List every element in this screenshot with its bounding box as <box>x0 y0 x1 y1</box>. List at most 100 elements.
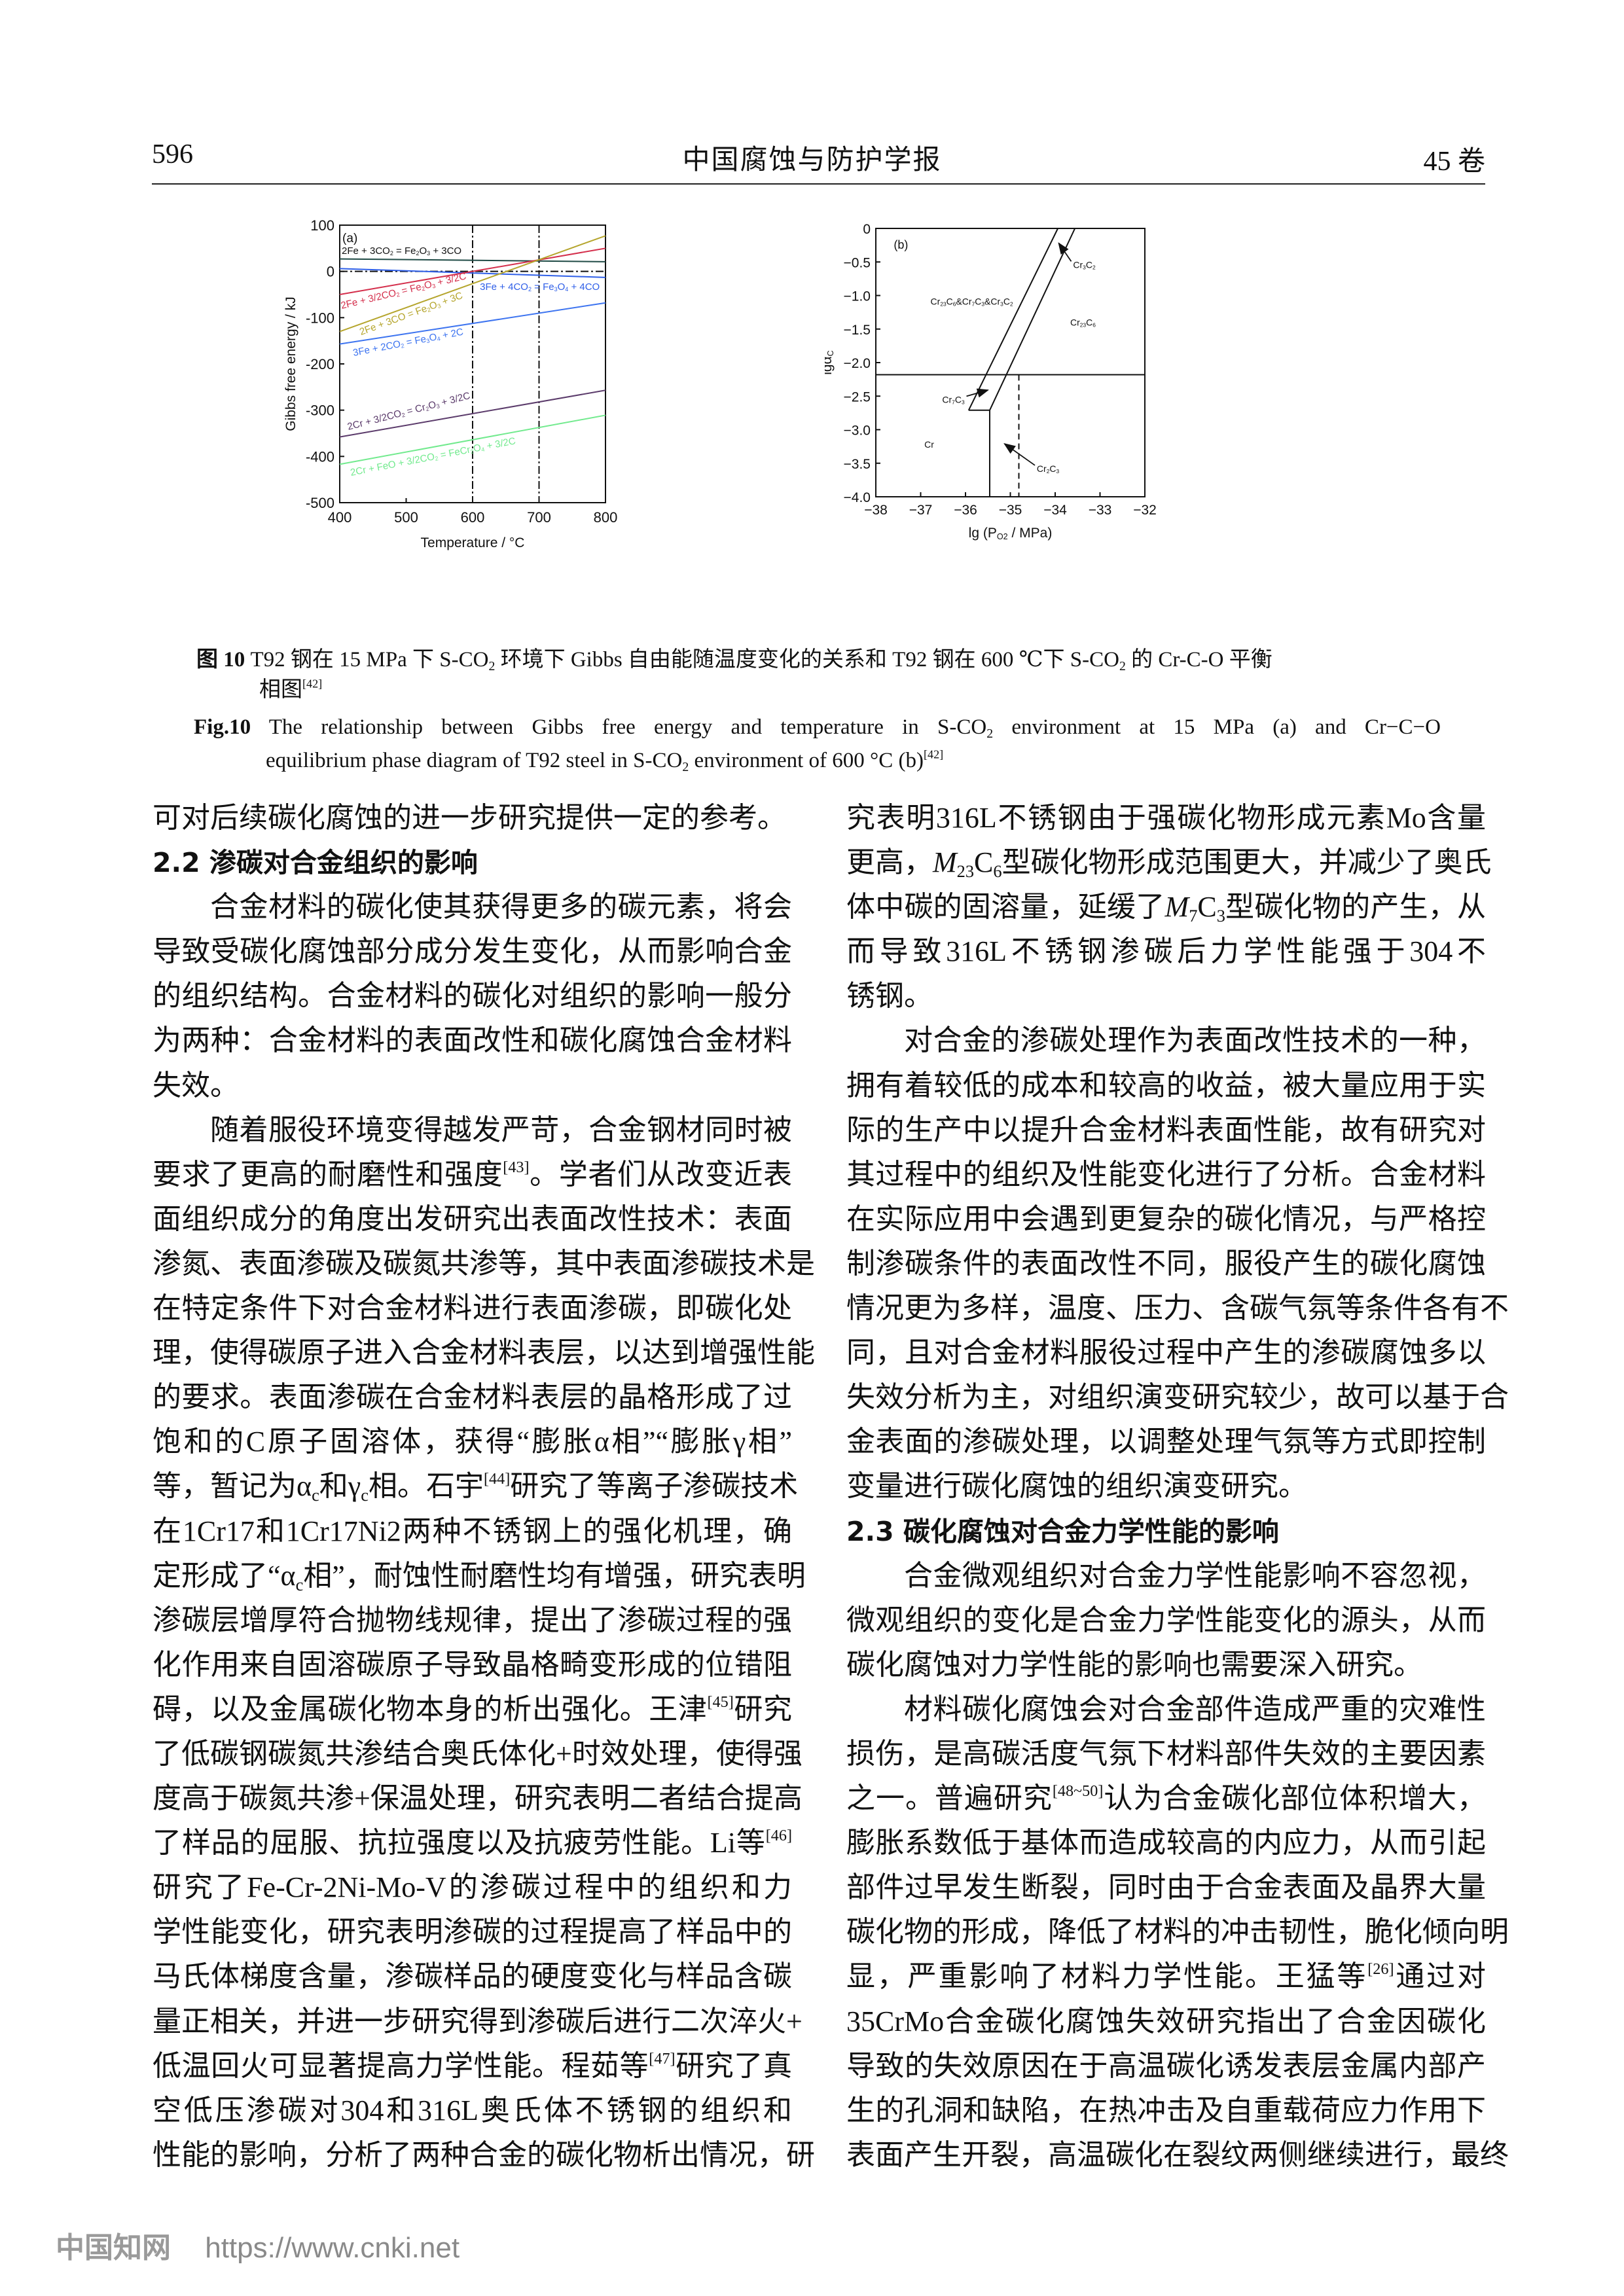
paragraph-line: 情况更为多样，温度、压力、含碳气氛等条件各有不 <box>846 1292 1509 1325</box>
chart-gibbs-energy: 400 500 600 700 800 100 0 -100 -200 -300 -400 -500 2… <box>283 217 618 550</box>
phase-region-label: Cr2C3 <box>1037 463 1060 475</box>
paragraph-line: 锈钢。 <box>846 980 933 1013</box>
series-label: 3Fe + 4CO2 = Fe3O4 + 4CO <box>480 281 600 293</box>
paragraph-line: 性能的影响，分析了两种合金的碳化物析出情况，研 <box>153 2138 815 2171</box>
body-column-left: 可对后续碳化腐蚀的进一步研究提供一定的参考。 2.2 渗碳对合金组织的影响 合金材料… <box>153 796 815 2178</box>
arrow-icon <box>966 388 989 398</box>
series-label: 2Cr + 3/2CO2 = Cr2O3 + 3/2C <box>346 390 471 433</box>
paragraph-line: 同，且对合金材料服役过程中产生的渗碳腐蚀多以 <box>846 1336 1486 1369</box>
y-tick-label: −0.5 <box>844 255 871 270</box>
caption-en-label: Fig.10 <box>194 715 251 739</box>
paragraph-line: 合金材料的碳化使其获得更多的碳元素，将会 <box>210 891 792 924</box>
paragraph-line: 了样品的屈服、抗拉强度以及抗疲劳性能。Li等[46] <box>153 1827 792 1859</box>
x-tick-label: −32 <box>1133 503 1157 518</box>
paragraph-line: 学性能变化，研究表明渗碳的过程提高了样品中的 <box>153 1916 792 1948</box>
paragraph-line: 更高，M23C6型碳化物形成范围更大，并减少了奥氏 <box>846 846 1492 881</box>
paragraph-line: 失效分析为主，对组织演变研究较少，故可以基于合 <box>846 1381 1509 1414</box>
paragraph-line: 微观组织的变化是合金力学性能变化的源头，从而 <box>846 1604 1486 1636</box>
series-label: 2Cr + FeO + 3/2CO2 = FeCr2O4 + 3/2C <box>350 435 517 478</box>
paragraph-line: 低温回火可显著提高力学性能。程茹等[47]研究了真 <box>153 2049 793 2082</box>
series-line <box>339 247 606 295</box>
y-axis-title: Gibbs free energy / kJ <box>283 296 298 431</box>
y-tick-label: −2.5 <box>844 389 871 404</box>
y-tick-label: −1.5 <box>844 323 871 338</box>
paragraph-line: 定形成了“αc相”，耐蚀性耐磨性均有增强，研究表明 <box>153 1559 806 1594</box>
phase-region-label: Cr7C3 <box>942 394 965 405</box>
x-tick-label: 400 <box>328 509 352 526</box>
watermark-footer: 中国知网 https://www.cnki.net <box>56 2224 460 2266</box>
paragraph-line: 化作用来自固溶碳原子导致晶格畸变形成的位错阻 <box>153 1648 792 1681</box>
paragraph-line: 随着服役环境变得越发严苛，合金钢材同时被 <box>210 1113 792 1146</box>
paragraph-line: 在特定条件下对合金材料进行表面渗碳，即碳化处 <box>153 1292 792 1325</box>
phase-region-label: Cr23C6&Cr7C3&Cr3C2 <box>931 296 1013 308</box>
paragraph-line: 的组织结构。合金材料的碳化对组织的影响一般分 <box>153 980 792 1013</box>
phase-region-label: Cr <box>924 439 934 450</box>
x-tick-label: 600 <box>461 509 485 526</box>
x-tick-label: 800 <box>594 509 618 526</box>
paragraph-line: 在1Cr17和1Cr17Ni2两种不锈钢上的强化机理，确 <box>153 1515 792 1547</box>
paragraph-line: 材料碳化腐蚀会对合金部件造成严重的灾难性 <box>904 1693 1486 1725</box>
paragraph-line: 究表明316L不锈钢由于强碳化物形成元素Mo含量 <box>846 802 1486 834</box>
y-tick-label: −2.0 <box>844 356 871 371</box>
x-tick-label: 700 <box>527 509 551 526</box>
x-tick-label: −36 <box>954 503 977 518</box>
paragraph-line: 研究了Fe-Cr-2Ni-Mo-V的渗碳过程中的组织和力 <box>153 1871 792 1904</box>
paragraph-line: 表面产生开裂，高温碳化在裂纹两侧继续进行，最终 <box>846 2138 1509 2171</box>
cnki-url-link[interactable]: https://www.cnki.net <box>205 2232 460 2264</box>
paragraph-line: 理，使得碳原子进入合金材料表层，以达到增强性能 <box>153 1336 815 1369</box>
paragraph-line: 马氏体梯度含量，渗碳样品的硬度变化与样品含碳 <box>153 1960 792 1993</box>
paragraph-line: 等，暂记为αc和γc相。石宇[44]研究了等离子渗碳技术 <box>153 1470 799 1505</box>
paragraph-line: 碍，以及金属碳化物本身的析出强化。王津[45]研究 <box>153 1693 793 1725</box>
caption-cn-text-cont: 相图[42] <box>259 677 323 702</box>
figure-caption-cn: 图 10 T92 钢在 15 MPa 下 S-CO2 环境下 Gibbs 自由能… <box>196 644 1272 675</box>
paragraph-line: 在实际应用中会遇到更复杂的碳化情况，与严格控 <box>846 1202 1486 1235</box>
paragraph-line: 体中碳的固溶量，延缓了M7C3型碳化物的产生，从 <box>846 891 1487 926</box>
paragraph-line: 之一。普遍研究[48~50]认为合金碳化部位体积增大， <box>846 1782 1487 1815</box>
y-tick-label: −3.5 <box>844 457 871 472</box>
paragraph-line: 损伤，是高碳活度气氛下材料部件失效的主要因素 <box>846 1737 1486 1770</box>
volume-label: 45 卷 <box>1423 147 1485 177</box>
phase-boundary <box>967 228 1059 411</box>
y-tick-label: 100 <box>310 217 334 234</box>
paragraph-line: 导致的失效原因在于高温碳化诱发表层金属内部产 <box>846 2049 1486 2082</box>
paragraph-line: 导致受碳化腐蚀部分成分发生变化，从而影响合金 <box>153 935 792 968</box>
y-tick-label: -200 <box>306 356 334 372</box>
paragraph-line: 可对后续碳化腐蚀的进一步研究提供一定的参考。 <box>153 802 786 834</box>
paragraph-line: 了低碳钢碳氮共渗结合奥氏体化+时效处理，使得强 <box>153 1737 803 1770</box>
paragraph-line: 拥有着较低的成本和较高的收益，被大量应用于实 <box>846 1069 1486 1102</box>
series-line <box>339 302 606 345</box>
x-tick-label: −38 <box>864 503 888 518</box>
paragraph-line: 饱和的C原子固溶体，获得“膨胀α相”“膨胀γ相” <box>153 1426 792 1458</box>
figure-caption-en: Fig.10 The relationship between Gibbs fr… <box>194 711 1441 743</box>
phase-region-label: Cr23C6 <box>1070 317 1096 328</box>
page-number: 596 <box>152 139 193 170</box>
paragraph-line: 量正相关，并进一步研究得到渗碳后进行二次淬火+ <box>153 2005 803 2037</box>
y-tick-label: -100 <box>306 310 334 326</box>
paragraph-line: 而导致316L不锈钢渗碳后力学性能强于304不 <box>846 935 1486 968</box>
paragraph-line: 为两种：合金材料的表面改性和碳化腐蚀合金材料 <box>153 1024 792 1057</box>
x-tick-label: −37 <box>909 503 933 518</box>
panel-label: (b) <box>893 238 908 251</box>
y-tick-label: 0 <box>327 264 334 280</box>
paragraph-line: 部件过早发生断裂，同时由于合金表面及晶界大量 <box>846 1871 1486 1904</box>
phase-region-label: Cr3C2 <box>1073 259 1096 270</box>
paragraph-line: 渗氮、表面渗碳及碳氮共渗等，其中表面渗碳技术是 <box>153 1247 815 1280</box>
y-tick-label: 0 <box>863 222 871 237</box>
paragraph-line: 金表面的渗碳处理，以调整处理气氛等方式即控制 <box>846 1426 1486 1458</box>
caption-en-text-cont: equilibrium phase diagram of T92 steel i… <box>266 747 944 774</box>
y-tick-label: −4.0 <box>844 490 871 505</box>
caption-cn-text: T92 钢在 15 MPa 下 S-CO2 环境下 Gibbs 自由能随温度变化… <box>250 648 1272 673</box>
x-tick-label: 500 <box>394 509 418 526</box>
plot-frame <box>875 228 1146 497</box>
series-label: 2Fe + 3CO2 = Fe2O3 + 3CO <box>342 245 461 257</box>
arrow-icon <box>1003 442 1036 466</box>
arrow-icon <box>1058 242 1072 262</box>
section-heading: 2.3 碳化腐蚀对合金力学性能的影响 <box>846 1515 1279 1547</box>
caption-en-text: The relationship between Gibbs free ener… <box>268 715 1441 741</box>
y-tick-label: −3.0 <box>844 423 871 439</box>
y-tick-label: −1.0 <box>844 289 871 304</box>
paragraph-line: 要求了更高的耐磨性和强度[43]。学者们从改变近表 <box>153 1158 793 1191</box>
x-tick-label: −35 <box>999 503 1022 518</box>
y-tick-label: -300 <box>306 403 334 419</box>
body-column-right: 究表明316L不锈钢由于强碳化物形成元素Mo含量 更高，M23C6型碳化物形成范围… <box>846 796 1509 2178</box>
